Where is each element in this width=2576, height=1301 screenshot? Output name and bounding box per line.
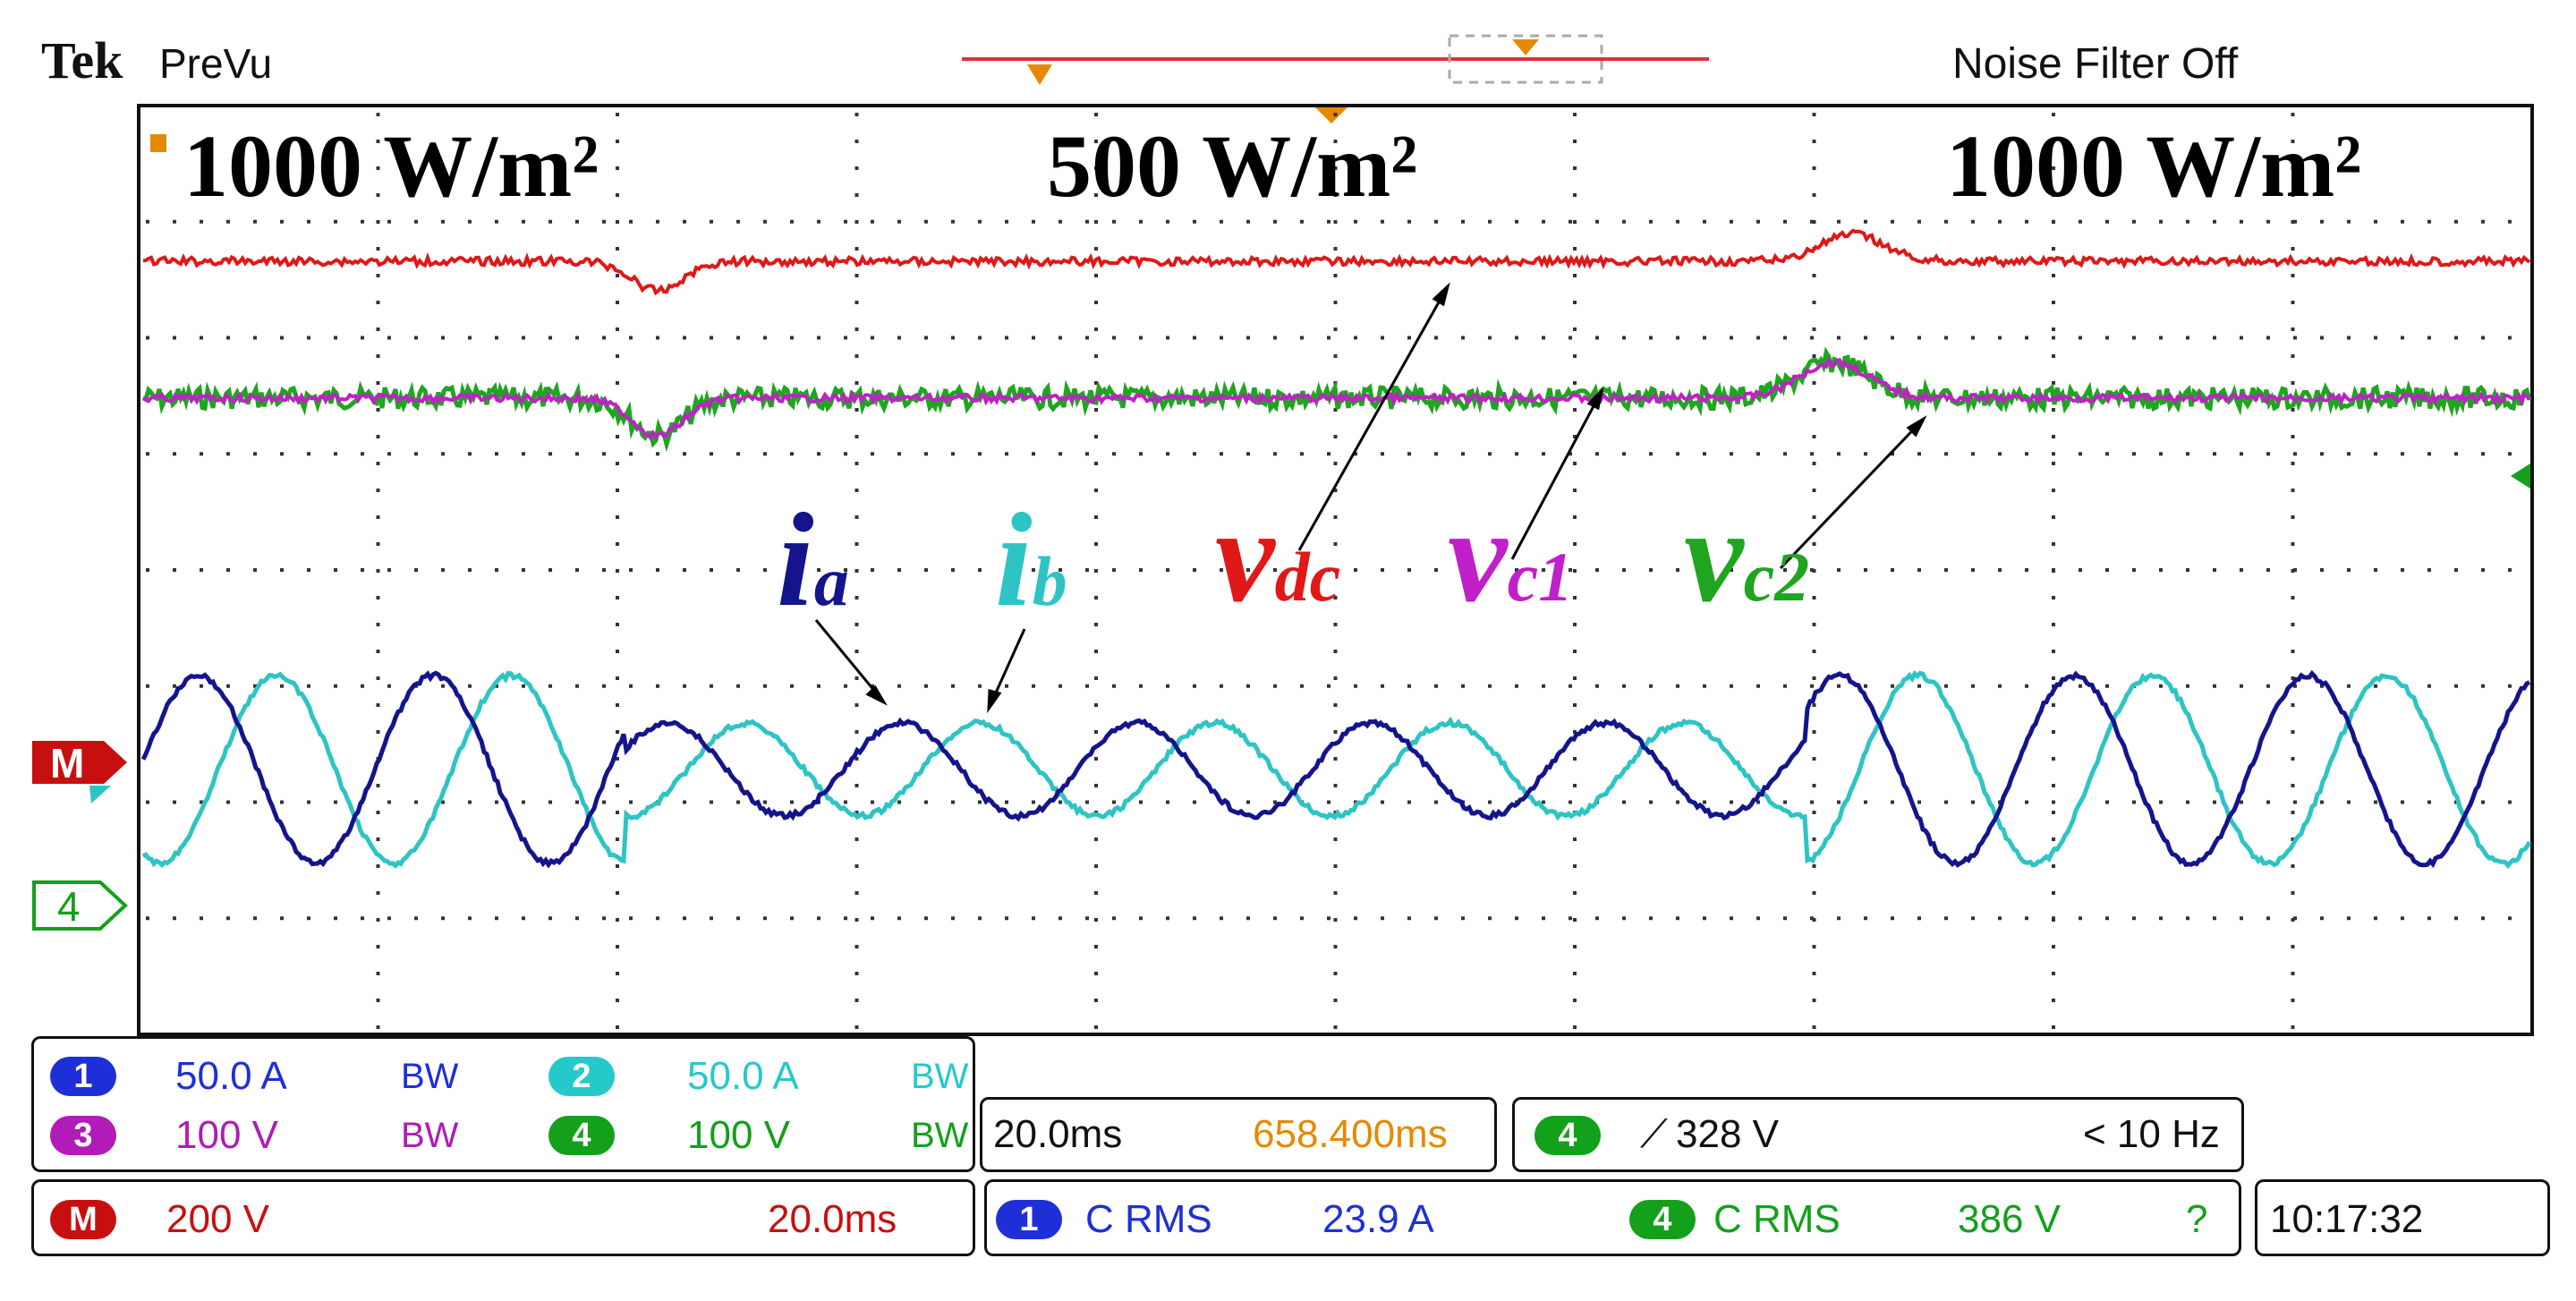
ib-arrow-head bbox=[987, 689, 1002, 714]
ia-arrow-head bbox=[865, 685, 888, 706]
meas1-value: 23.9 A bbox=[1322, 1197, 1434, 1241]
view-position-icon bbox=[1512, 39, 1539, 55]
ch3-scale: 100 V bbox=[175, 1113, 278, 1157]
math-badge[interactable]: M bbox=[50, 1200, 116, 1239]
view-window-icon bbox=[1448, 34, 1603, 84]
vc2-arrow-head bbox=[1906, 415, 1927, 438]
clock-panel: 10:17:32 bbox=[2255, 1179, 2550, 1256]
grid bbox=[146, 113, 2512, 1029]
record-marker-icon bbox=[150, 134, 166, 152]
ia-trace bbox=[140, 669, 2531, 869]
ch1-badge[interactable]: 1 bbox=[50, 1057, 116, 1096]
ch1-scale: 50.0 A bbox=[175, 1054, 287, 1098]
vc1-trace bbox=[142, 355, 2531, 441]
ch4-marker[interactable] bbox=[32, 880, 128, 931]
measurement-panel[interactable]: 1 C RMS 23.9 A 4 C RMS 386 V ? bbox=[984, 1179, 2241, 1256]
meas2-flag: ? bbox=[2186, 1197, 2208, 1241]
timebase-panel[interactable]: 20.0ms 658.400ms bbox=[980, 1097, 1497, 1172]
graticule-frame bbox=[137, 104, 2534, 1036]
label-vdc: vdc bbox=[1215, 481, 1341, 630]
label-ia: ia bbox=[777, 486, 849, 634]
brand-logo: Tek bbox=[41, 31, 123, 89]
ch4-scale: 100 V bbox=[687, 1113, 790, 1157]
ch4-ground-icon bbox=[2511, 463, 2530, 489]
label-vc1: vc1 bbox=[1448, 481, 1574, 630]
ch2-bw: BW bbox=[911, 1057, 969, 1096]
timebase-scale: 20.0ms bbox=[993, 1112, 1123, 1156]
trigger-level: 328 V bbox=[1676, 1112, 1779, 1156]
ch2-scale: 50.0 A bbox=[687, 1054, 799, 1098]
trigger-position-icon bbox=[1315, 107, 1348, 123]
channel-settings-panel[interactable]: 1 50.0 A BW 2 50.0 A BW 3 100 V BW 4 100… bbox=[31, 1036, 975, 1172]
vdc-trace bbox=[142, 228, 2531, 296]
irradiance-right: 1000 W/m² bbox=[1946, 116, 2362, 216]
vc1-arrow-head bbox=[1586, 387, 1604, 411]
meas2-value: 386 V bbox=[1958, 1197, 2061, 1241]
traces bbox=[140, 228, 2532, 870]
ch1-bw: BW bbox=[401, 1057, 459, 1096]
ib-trace bbox=[141, 670, 2532, 870]
ch4-bw: BW bbox=[911, 1116, 969, 1155]
meas2-type: C RMS bbox=[1713, 1197, 1841, 1241]
timebase-position: 658.400ms bbox=[1253, 1112, 1448, 1156]
label-vc2: vc2 bbox=[1684, 481, 1810, 630]
meas2-badge[interactable]: 4 bbox=[1629, 1200, 1696, 1239]
record-bar bbox=[962, 34, 1709, 85]
label-ib: ib bbox=[995, 486, 1067, 634]
math-time: 20.0ms bbox=[768, 1197, 897, 1241]
trigger-frequency: < 10 Hz bbox=[2083, 1112, 2220, 1156]
irradiance-mid: 500 W/m² bbox=[1047, 116, 1418, 216]
ch3-bw: BW bbox=[401, 1116, 459, 1155]
math-marker[interactable] bbox=[32, 741, 127, 804]
math-marker-label: M bbox=[50, 740, 85, 787]
vdc-arrow-head bbox=[1432, 282, 1450, 307]
acquisition-mode: PreVu bbox=[159, 40, 273, 87]
irradiance-left: 1000 W/m² bbox=[183, 116, 599, 216]
math-scale: 200 V bbox=[166, 1197, 269, 1241]
trigger-slope-icon: ⟋ bbox=[1640, 1112, 1668, 1156]
trigger-source-badge[interactable]: 4 bbox=[1535, 1116, 1601, 1155]
ch4-badge[interactable]: 4 bbox=[548, 1116, 615, 1155]
math-panel[interactable]: M 200 V 20.0ms bbox=[31, 1179, 975, 1256]
clock: 10:17:32 bbox=[2270, 1197, 2424, 1241]
ch3-badge[interactable]: 3 bbox=[50, 1116, 116, 1155]
meas1-type: C RMS bbox=[1085, 1197, 1212, 1241]
annotation-arrows bbox=[814, 282, 1927, 714]
trigger-panel[interactable]: 4 ⟋ 328 V < 10 Hz bbox=[1512, 1097, 2244, 1172]
ch4-marker-label: 4 bbox=[57, 883, 81, 930]
ch2-badge[interactable]: 2 bbox=[548, 1057, 615, 1096]
noise-filter-status[interactable]: Noise Filter Off bbox=[1952, 40, 2239, 88]
meas1-badge[interactable]: 1 bbox=[996, 1200, 1062, 1239]
trigger-point-icon bbox=[1027, 64, 1052, 85]
